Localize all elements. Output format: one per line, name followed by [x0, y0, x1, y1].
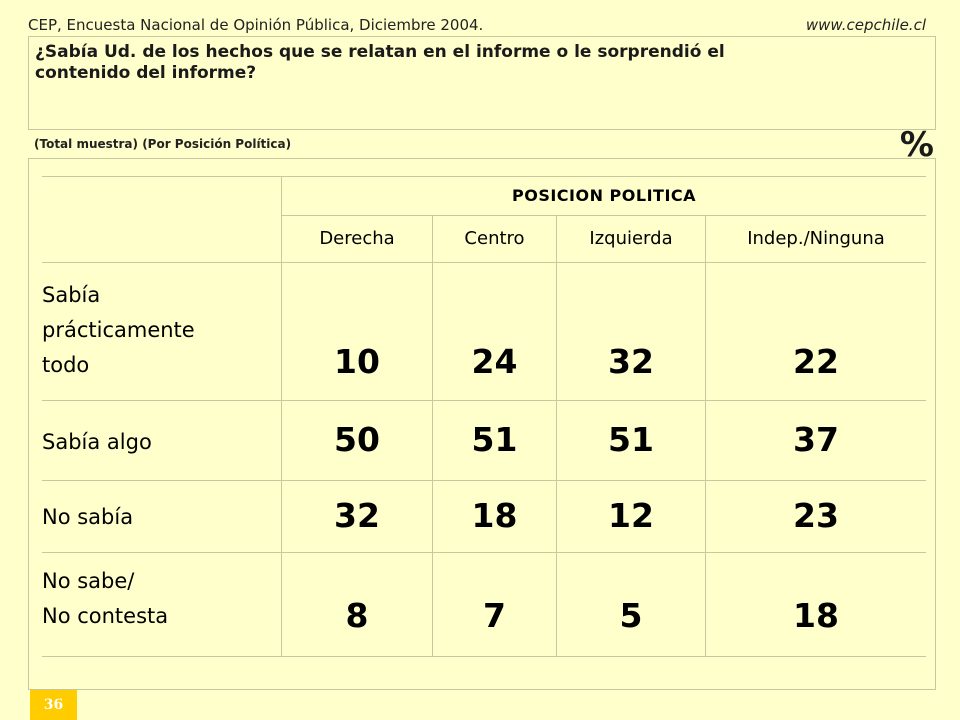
cell-r4-derecha: 8 — [345, 596, 369, 635]
cell-r3-derecha: 32 — [334, 496, 380, 535]
rule-row-2 — [42, 480, 926, 481]
website-link[interactable]: www.cepchile.cl — [805, 16, 926, 34]
vrule-col-4 — [705, 215, 706, 656]
cell-r2-centro: 51 — [471, 420, 518, 459]
sample-subtitle: (Total muestra) (Por Posición Política) — [34, 137, 292, 151]
column-header-izquierda: Izquierda — [589, 228, 673, 249]
column-header-derecha: Derecha — [319, 228, 395, 249]
rule-row-1 — [42, 400, 926, 401]
row-label-line: No sabía — [42, 505, 134, 529]
cell-r4-indep: 18 — [793, 596, 839, 635]
row-label-line: todo — [42, 353, 90, 377]
source-caption: CEP, Encuesta Nacional de Opinión Públic… — [28, 16, 484, 34]
question-line-2: contenido del informe? — [35, 63, 257, 83]
cell-r2-izquierda: 51 — [608, 420, 654, 459]
cell-r1-indep: 22 — [793, 342, 839, 381]
cell-r1-centro: 24 — [471, 342, 518, 381]
cell-r1-izquierda: 32 — [608, 342, 654, 381]
row-label-no-sabe: No sabe/ No contesta — [42, 564, 168, 634]
column-header-indep: Indep./Ninguna — [747, 228, 885, 249]
question-line-1: ¿Sabía Ud. de los hechos que se relatan … — [35, 42, 725, 62]
row-label-line: No sabe/ — [42, 569, 135, 593]
cell-r2-derecha: 50 — [334, 420, 380, 459]
row-label-line: prácticamente — [42, 318, 195, 342]
row-label-sabia-algo: Sabía algo — [42, 425, 152, 460]
page-number-badge: 36 — [30, 690, 77, 720]
row-label-line: Sabía — [42, 283, 101, 307]
vrule-col-3 — [556, 215, 557, 656]
results-table-frame — [28, 158, 936, 690]
cell-r2-indep: 37 — [793, 420, 839, 459]
rule-top — [42, 176, 926, 177]
cell-r1-derecha: 10 — [334, 342, 380, 381]
row-label-line: Sabía algo — [42, 430, 152, 454]
group-header: POSICION POLITICA — [511, 186, 697, 205]
cell-r4-izquierda: 5 — [619, 596, 643, 635]
row-label-sabia-todo: Sabía prácticamente todo — [42, 278, 195, 383]
rule-column-header — [42, 262, 926, 263]
rule-group-header — [281, 215, 926, 216]
cell-r3-centro: 18 — [471, 496, 518, 535]
rule-row-3 — [42, 552, 926, 553]
column-header-centro: Centro — [464, 228, 525, 249]
vrule-label-column — [281, 176, 282, 656]
vrule-col-2 — [432, 215, 433, 656]
cell-r4-centro: 7 — [483, 596, 506, 635]
row-label-line: No contesta — [42, 604, 169, 628]
row-label-no-sabia: No sabía — [42, 500, 133, 535]
question-box: ¿Sabía Ud. de los hechos que se relatan … — [28, 36, 936, 130]
rule-bottom — [42, 656, 926, 657]
cell-r3-indep: 23 — [793, 496, 839, 535]
cell-r3-izquierda: 12 — [608, 496, 654, 535]
